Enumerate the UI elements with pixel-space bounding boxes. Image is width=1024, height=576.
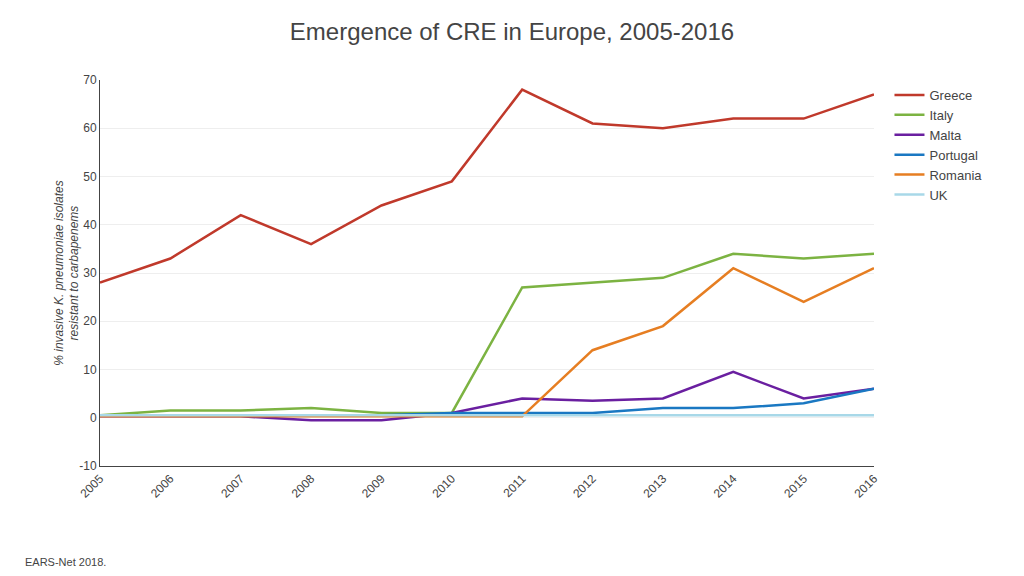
svg-text:2010: 2010	[429, 472, 458, 501]
svg-text:40: 40	[83, 218, 97, 232]
svg-text:2011: 2011	[500, 472, 528, 500]
svg-text:10: 10	[83, 363, 97, 377]
svg-text:2014: 2014	[711, 472, 740, 501]
svg-text:2016: 2016	[852, 472, 881, 501]
svg-text:2015: 2015	[781, 472, 810, 501]
svg-text:2009: 2009	[359, 472, 388, 501]
svg-text:2005: 2005	[78, 472, 107, 501]
svg-text:2012: 2012	[570, 472, 599, 501]
svg-text:30: 30	[83, 266, 97, 280]
svg-text:2007: 2007	[218, 472, 247, 501]
svg-text:2006: 2006	[148, 472, 177, 501]
svg-text:50: 50	[83, 170, 97, 184]
svg-text:2008: 2008	[289, 472, 318, 501]
svg-text:Malta: Malta	[929, 128, 962, 143]
svg-text:0: 0	[90, 411, 97, 425]
svg-text:Portugal: Portugal	[929, 148, 978, 163]
svg-text:Greece: Greece	[929, 88, 972, 103]
svg-text:70: 70	[83, 73, 97, 87]
svg-text:Romania: Romania	[929, 168, 982, 183]
svg-text:EARS-Net 2018.: EARS-Net 2018.	[25, 556, 106, 568]
svg-text:% invasive K. pneumoniae isola: % invasive K. pneumoniae isolatesresista…	[52, 180, 82, 365]
svg-text:Italy: Italy	[929, 108, 953, 123]
svg-text:UK: UK	[929, 188, 947, 203]
svg-text:Emergence of CRE in Europe, 20: Emergence of CRE in Europe, 2005-2016	[290, 18, 734, 45]
svg-text:2013: 2013	[640, 472, 669, 501]
svg-text:60: 60	[83, 121, 97, 135]
svg-text:-10: -10	[79, 459, 97, 473]
svg-text:20: 20	[83, 314, 97, 328]
